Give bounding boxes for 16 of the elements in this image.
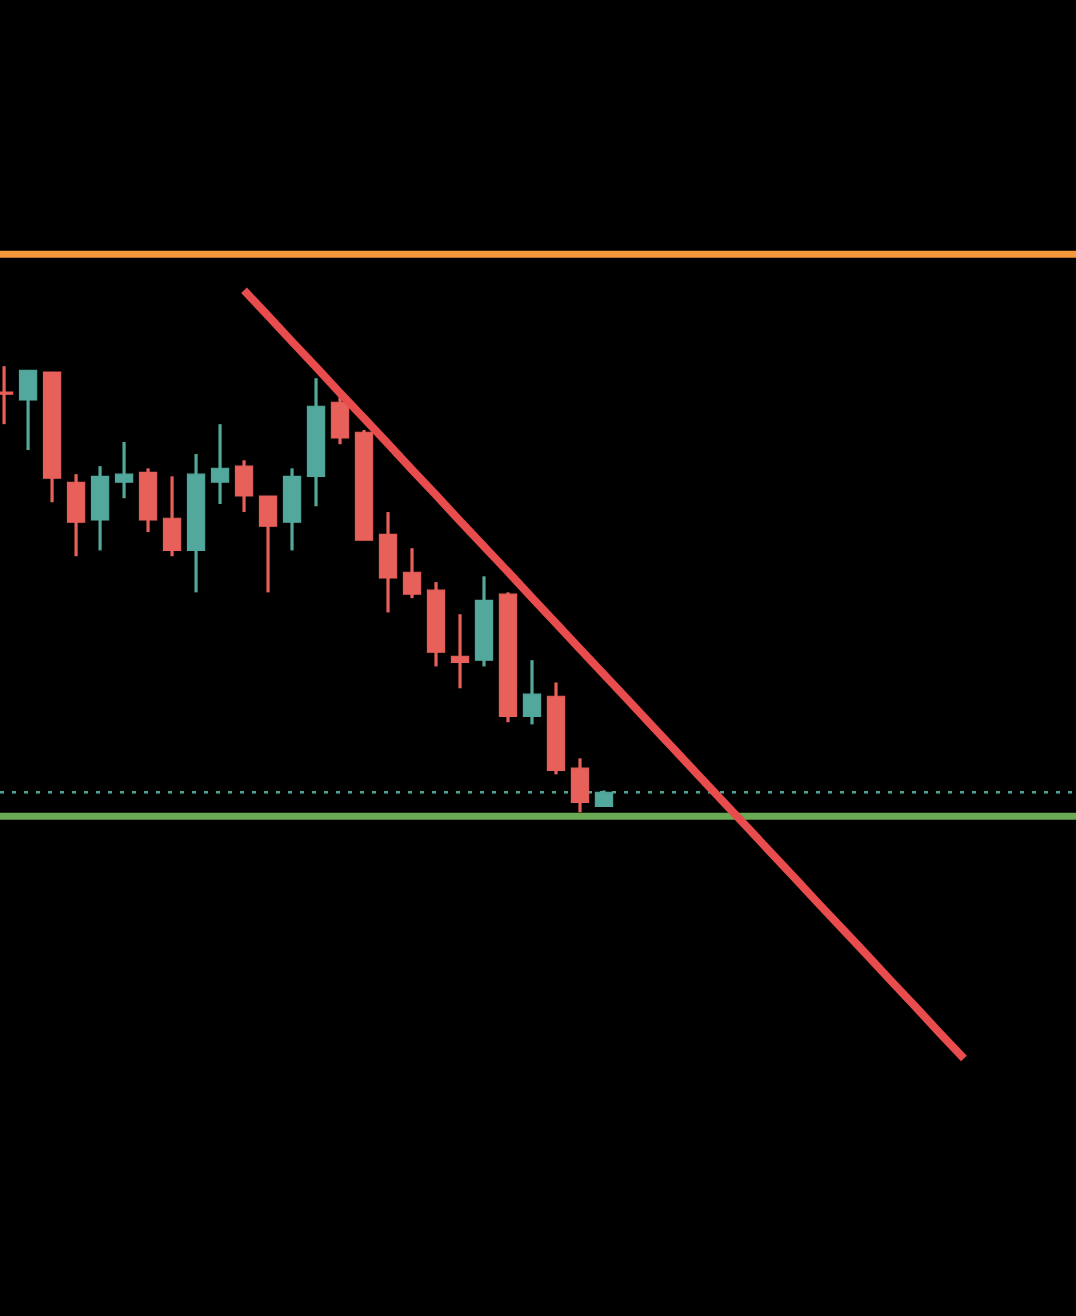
candlestick <box>522 658 542 727</box>
candlestick <box>162 474 182 558</box>
candlestick <box>282 466 302 553</box>
candlestick <box>18 368 38 452</box>
candlestick <box>330 392 350 446</box>
candlestick <box>378 510 398 615</box>
candlestick <box>114 440 134 500</box>
candlestick <box>210 422 230 506</box>
candlestick <box>234 458 254 514</box>
candlestick <box>138 466 158 534</box>
candlestick <box>402 546 422 600</box>
candlestick <box>570 756 590 814</box>
candlestick <box>90 464 110 553</box>
candlestick <box>450 612 470 690</box>
candlestick <box>66 472 86 558</box>
candlestick <box>258 494 278 594</box>
